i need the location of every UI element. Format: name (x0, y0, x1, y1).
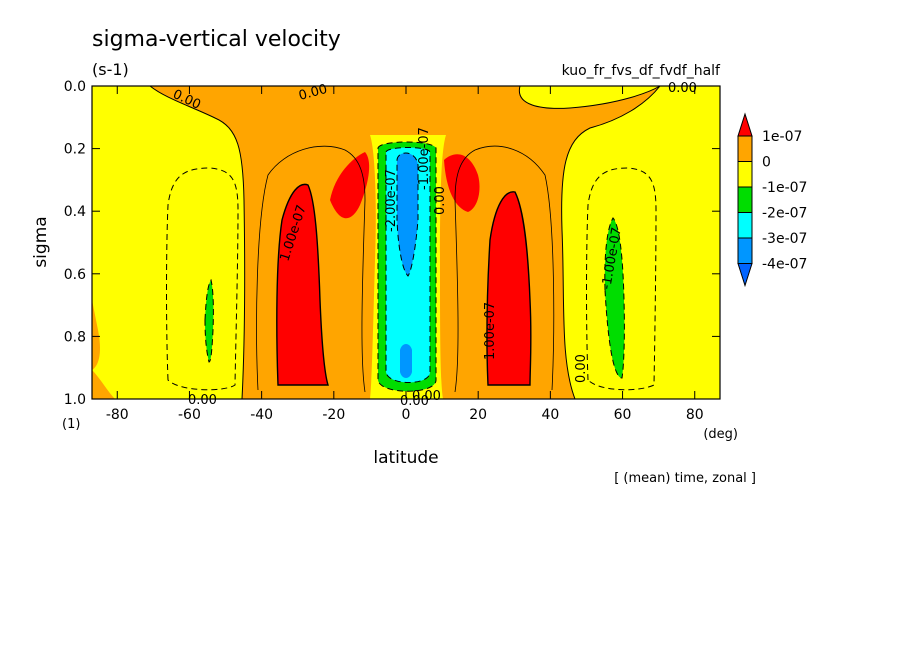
x-axis-ticks: -80 -60 -40 -20 0 20 40 60 80 (106, 86, 704, 423)
contour-label: 0.00 (400, 394, 429, 409)
fill-green-left (205, 280, 214, 362)
contour-label: 1.00e-07 (483, 302, 498, 360)
contour-lines (149, 86, 661, 399)
experiment-label: kuo_fr_fvs_df_fvdf_half (562, 63, 721, 79)
y-tick-label: 1.0 (64, 392, 86, 408)
colorbar-swatch (737, 135, 753, 162)
fill-green-right (604, 218, 625, 378)
x-tick-label: 80 (686, 407, 704, 423)
contour-label: -2.00e-07 (384, 169, 399, 232)
y-tick-label: 0.0 (64, 79, 86, 95)
contour-lines-dashed (166, 141, 657, 392)
y-tick-label: 0.8 (64, 329, 86, 345)
contour-field (92, 86, 720, 399)
contour-label: 0.00 (668, 81, 697, 96)
fill-red-right-b (486, 191, 531, 385)
x-tick-label: -60 (178, 407, 201, 423)
colorbar: 1e-07 0 -1e-07 -2e-07 -3e-07 -4e-07 (737, 112, 807, 288)
x-tick-label: -40 (250, 407, 273, 423)
chart-title: sigma-vertical velocity (92, 27, 341, 52)
x-tick-label: -20 (322, 407, 345, 423)
y-tick-label: 0.6 (64, 267, 86, 283)
colorbar-label: -3e-07 (762, 231, 807, 247)
fill-red-left-a (276, 184, 328, 385)
colorbar-label: 1e-07 (762, 129, 802, 145)
y-axis-label: sigma (31, 216, 51, 267)
y-tick-label: 0.4 (64, 204, 86, 220)
fill-red-left-b (330, 152, 370, 219)
colorbar-lower-extension (737, 263, 753, 288)
colorbar-label: -2e-07 (762, 206, 807, 222)
colorbar-swatch (737, 212, 753, 239)
contour-label: 0.00 (412, 389, 441, 404)
fill-blue-core (397, 153, 418, 276)
colorbar-upper-extension (737, 112, 753, 137)
y-axis-units: (1) (62, 417, 80, 432)
colorbar-swatch (737, 161, 753, 188)
contour-label: 0.00 (433, 186, 448, 215)
x-axis-units: (deg) (703, 427, 738, 442)
fill-red-right-a (444, 154, 480, 212)
x-axis-label: latitude (373, 448, 438, 468)
x-tick-label: 60 (614, 407, 632, 423)
contour-label: 0.00 (188, 393, 217, 408)
x-tick-label: 20 (469, 407, 487, 423)
units-label: (s-1) (92, 60, 129, 79)
x-tick-label: -80 (106, 407, 129, 423)
fill-orange-positive (92, 300, 100, 370)
footer-label: [ (mean) time, zonal ] (614, 471, 756, 486)
colorbar-swatch (737, 237, 753, 264)
x-tick-label: 40 (541, 407, 559, 423)
fill-blue-bottom (400, 344, 412, 378)
contour-label: 0.00 (574, 354, 589, 383)
y-axis-ticks: 0.0 0.2 0.4 0.6 0.8 1.0 (64, 79, 720, 408)
colorbar-label: -1e-07 (762, 180, 807, 196)
contour-label: 0.00 (297, 82, 329, 104)
colorbar-label: -4e-07 (762, 257, 807, 273)
colorbar-swatch (737, 186, 753, 213)
x-tick-label: 0 (402, 407, 411, 423)
contour-label: -1.00e-07 (417, 127, 432, 190)
y-tick-label: 0.2 (64, 142, 86, 158)
colorbar-label: 0 (762, 155, 771, 171)
fill-orange-left-bottom (92, 370, 115, 399)
